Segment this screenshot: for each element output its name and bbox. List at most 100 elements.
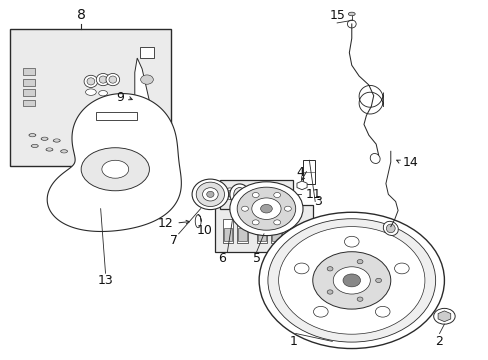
Ellipse shape	[196, 182, 224, 207]
Ellipse shape	[369, 153, 379, 163]
Text: 13: 13	[98, 274, 113, 287]
Ellipse shape	[192, 179, 228, 210]
Bar	[271, 220, 282, 243]
Bar	[237, 220, 247, 243]
Ellipse shape	[386, 224, 394, 233]
Polygon shape	[140, 47, 154, 58]
Bar	[256, 220, 267, 243]
Circle shape	[326, 267, 332, 271]
Bar	[22, 89, 35, 96]
Ellipse shape	[224, 188, 235, 199]
Circle shape	[375, 278, 381, 283]
Polygon shape	[137, 148, 152, 157]
Text: 14: 14	[402, 156, 418, 168]
Circle shape	[251, 198, 281, 220]
Circle shape	[342, 274, 360, 287]
Circle shape	[332, 267, 369, 294]
Bar	[272, 228, 281, 241]
Circle shape	[260, 204, 272, 213]
Circle shape	[252, 193, 259, 198]
Circle shape	[141, 131, 153, 140]
Ellipse shape	[261, 188, 271, 199]
Ellipse shape	[347, 12, 354, 16]
Polygon shape	[296, 181, 306, 190]
Text: 1: 1	[289, 335, 297, 348]
Ellipse shape	[85, 89, 96, 95]
Bar	[303, 160, 315, 184]
Ellipse shape	[202, 188, 218, 201]
Ellipse shape	[87, 78, 95, 85]
Circle shape	[141, 75, 153, 84]
Circle shape	[237, 187, 295, 230]
Circle shape	[273, 220, 280, 225]
Circle shape	[278, 226, 424, 334]
Circle shape	[241, 206, 248, 211]
Circle shape	[252, 220, 259, 225]
Ellipse shape	[229, 184, 249, 205]
Bar	[222, 220, 233, 243]
Text: 5: 5	[252, 252, 260, 265]
Text: 10: 10	[197, 224, 212, 237]
Circle shape	[394, 263, 408, 274]
Circle shape	[229, 182, 303, 235]
Text: 12: 12	[158, 216, 173, 230]
Circle shape	[312, 252, 390, 309]
Text: 4: 4	[296, 166, 304, 179]
Ellipse shape	[84, 75, 98, 87]
Ellipse shape	[29, 134, 36, 137]
Circle shape	[294, 263, 308, 274]
Bar	[220, 180, 293, 209]
Bar	[10, 30, 171, 166]
Circle shape	[273, 193, 280, 198]
Bar	[22, 79, 35, 86]
Text: 15: 15	[328, 9, 345, 22]
Bar	[223, 228, 232, 241]
Ellipse shape	[109, 76, 117, 83]
Circle shape	[440, 314, 447, 319]
Ellipse shape	[383, 221, 397, 235]
Ellipse shape	[96, 73, 110, 86]
Bar	[238, 228, 246, 241]
Text: 8: 8	[77, 8, 85, 22]
Circle shape	[313, 306, 327, 317]
Ellipse shape	[206, 191, 214, 197]
Bar	[215, 205, 312, 252]
Text: 6: 6	[218, 252, 226, 265]
Text: 11: 11	[305, 188, 321, 201]
Circle shape	[433, 309, 454, 324]
Ellipse shape	[226, 190, 232, 197]
Ellipse shape	[46, 148, 53, 151]
Text: 2: 2	[435, 335, 443, 348]
Circle shape	[356, 297, 362, 301]
Text: 9: 9	[116, 91, 124, 104]
Text: 7: 7	[169, 234, 178, 247]
Circle shape	[284, 206, 291, 211]
Ellipse shape	[263, 190, 269, 197]
Bar	[257, 228, 266, 241]
Ellipse shape	[99, 76, 107, 83]
Polygon shape	[47, 94, 181, 231]
Ellipse shape	[41, 137, 48, 140]
Bar	[22, 100, 35, 107]
Ellipse shape	[106, 73, 120, 86]
Ellipse shape	[102, 160, 128, 178]
Ellipse shape	[99, 90, 107, 96]
Polygon shape	[437, 311, 450, 321]
Circle shape	[326, 290, 332, 294]
Circle shape	[375, 306, 389, 317]
Ellipse shape	[346, 20, 355, 28]
Text: 3: 3	[313, 195, 321, 208]
Ellipse shape	[244, 188, 254, 199]
Polygon shape	[96, 112, 137, 120]
Ellipse shape	[53, 139, 60, 142]
Ellipse shape	[61, 150, 67, 153]
FancyBboxPatch shape	[18, 51, 64, 117]
Circle shape	[356, 260, 362, 264]
Circle shape	[344, 236, 358, 247]
Ellipse shape	[31, 144, 38, 148]
Ellipse shape	[246, 190, 252, 197]
Circle shape	[267, 219, 435, 342]
Ellipse shape	[81, 148, 149, 191]
Circle shape	[299, 183, 305, 188]
Bar	[22, 68, 35, 75]
